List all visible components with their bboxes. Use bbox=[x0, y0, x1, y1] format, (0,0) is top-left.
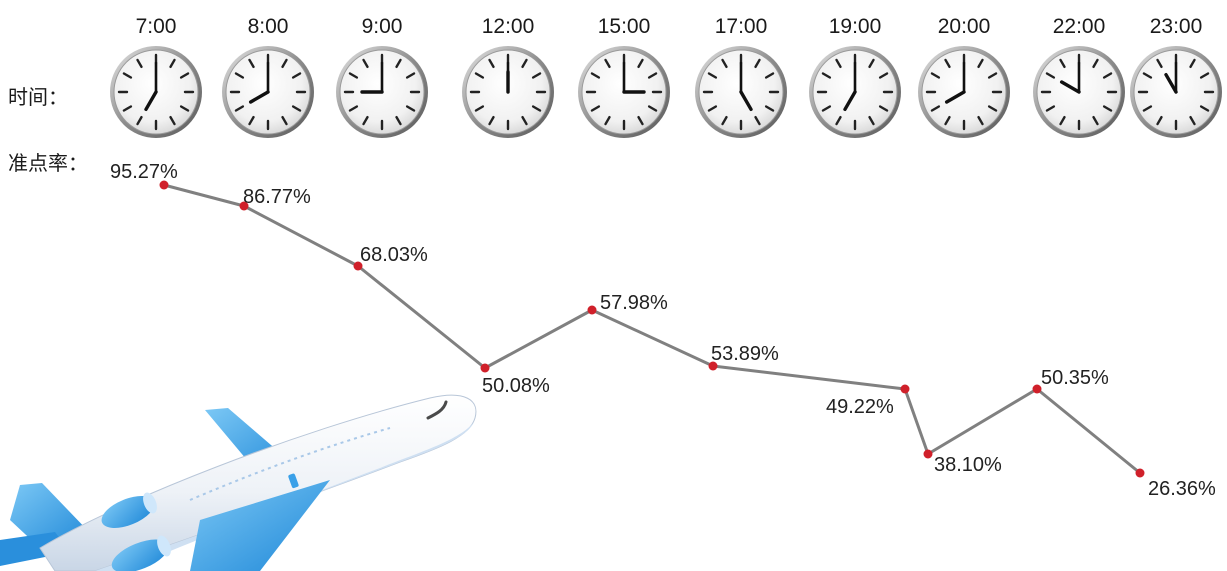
data-point bbox=[480, 363, 490, 373]
clock-icon: 8:00 bbox=[222, 15, 314, 138]
data-point bbox=[353, 261, 363, 271]
data-point bbox=[239, 201, 249, 211]
data-point bbox=[923, 449, 933, 459]
value-label: 95.27% bbox=[110, 161, 178, 183]
clock-icon: 23:00 bbox=[1130, 15, 1222, 138]
value-label: 86.77% bbox=[243, 186, 311, 208]
clock-icon: 12:00 bbox=[462, 15, 554, 138]
time-label: 9:00 bbox=[362, 15, 403, 38]
time-label: 15:00 bbox=[598, 15, 651, 38]
value-label: 68.03% bbox=[360, 244, 428, 266]
time-label: 23:00 bbox=[1150, 15, 1203, 38]
clock-icon: 22:00 bbox=[1033, 15, 1125, 138]
data-points bbox=[159, 180, 1145, 478]
time-label: 22:00 bbox=[1053, 15, 1106, 38]
time-label: 12:00 bbox=[482, 15, 535, 38]
rate-row-label: 准点率： bbox=[8, 151, 88, 175]
time-label: 17:00 bbox=[715, 15, 768, 38]
data-point bbox=[900, 384, 910, 394]
clock-icon: 20:00 bbox=[918, 15, 1010, 138]
time-label: 8:00 bbox=[248, 15, 289, 38]
time-label: 19:00 bbox=[829, 15, 882, 38]
value-label: 50.08% bbox=[482, 375, 550, 397]
clock-icon: 15:00 bbox=[578, 15, 670, 138]
value-label: 57.98% bbox=[600, 292, 668, 314]
clock-icon: 7:00 bbox=[110, 15, 202, 138]
clock-row: 7:00 8:00 9:00 12:00 15:00 17:00 19:00 20:00 22:… bbox=[110, 15, 1222, 138]
airplane-icon bbox=[0, 394, 477, 571]
clock-icon: 9:00 bbox=[336, 15, 428, 138]
clock-icon: 17:00 bbox=[695, 15, 787, 138]
value-label: 50.35% bbox=[1041, 367, 1109, 389]
value-label: 38.10% bbox=[934, 454, 1002, 476]
value-label: 26.36% bbox=[1148, 478, 1216, 500]
time-label: 20:00 bbox=[938, 15, 991, 38]
series-line bbox=[163, 183, 1141, 475]
value-labels: 95.27% 86.77% 68.03% 50.08% 57.98% 53.89% 49.2… bbox=[110, 161, 1216, 500]
value-label: 49.22% bbox=[826, 396, 894, 418]
time-row-label: 时间： bbox=[8, 85, 68, 109]
data-point bbox=[1032, 384, 1042, 394]
data-point bbox=[1135, 468, 1145, 478]
value-label: 53.89% bbox=[711, 343, 779, 365]
series-polyline bbox=[163, 183, 1141, 475]
data-point bbox=[708, 361, 718, 371]
data-point bbox=[587, 305, 597, 315]
time-label: 7:00 bbox=[136, 15, 177, 38]
clock-icon: 19:00 bbox=[809, 15, 901, 138]
data-point bbox=[159, 180, 169, 190]
